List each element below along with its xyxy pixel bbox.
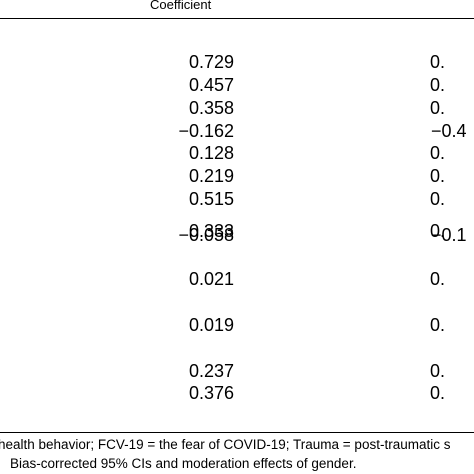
second-column-cell: 0. bbox=[430, 166, 446, 186]
bottom-rule bbox=[0, 432, 474, 433]
coefficient-header: Coefficient bbox=[150, 0, 212, 12]
coefficient-cell: 0.515 bbox=[188, 189, 234, 209]
second-column-cell: 0. bbox=[430, 98, 446, 118]
second-column-cell: 0. bbox=[430, 383, 446, 403]
coefficient-cell: −0.058 bbox=[178, 225, 234, 245]
coefficient-cell: 0.019 bbox=[188, 315, 234, 335]
coefficient-cell: 0.457 bbox=[188, 75, 234, 95]
table-footnote: Bias-corrected 95% CIs and moderation ef… bbox=[10, 456, 357, 471]
second-column-cell: 0. bbox=[430, 52, 446, 72]
coefficient-cell: −0.162 bbox=[178, 121, 234, 141]
coefficient-cell: 0.219 bbox=[188, 166, 234, 186]
second-column-cell: 0. bbox=[430, 221, 446, 241]
second-column-cell: 0. bbox=[430, 315, 446, 335]
top-rule bbox=[0, 18, 474, 19]
coefficient-cell: 0.376 bbox=[188, 383, 234, 403]
coefficient-table: 0.729 0. 0.457 0. 0.358 0. −0.162 −0.4 0… bbox=[178, 52, 467, 403]
second-column-cell: 0. bbox=[430, 143, 446, 163]
second-column-cell: −0.4 bbox=[431, 121, 467, 141]
coefficient-cell: 0.021 bbox=[188, 269, 234, 289]
second-column-cell: 0. bbox=[430, 75, 446, 95]
table-note: health behavior; FCV-19 = the fear of CO… bbox=[0, 437, 451, 452]
table-header: Coefficient bbox=[0, 0, 474, 18]
second-column-cell: 0. bbox=[430, 189, 446, 209]
second-column-cell: −0.1 bbox=[431, 225, 467, 245]
coefficient-cell: 0.128 bbox=[188, 143, 234, 163]
coefficient-cell: 0.729 bbox=[188, 52, 234, 72]
second-column-cell: 0. bbox=[430, 269, 446, 289]
second-column-cell: 0. bbox=[430, 361, 446, 381]
coefficient-cell: 0.237 bbox=[188, 361, 234, 381]
coefficient-cell: 0.333 bbox=[188, 221, 234, 241]
coefficient-cell: 0.358 bbox=[188, 98, 234, 118]
